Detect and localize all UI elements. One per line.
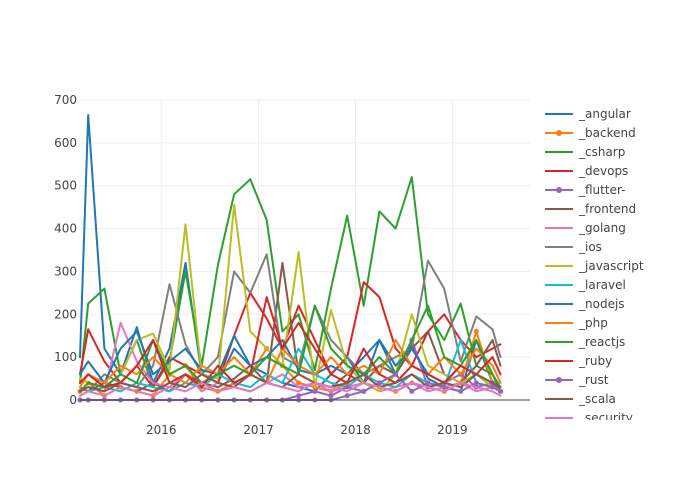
y-tick-label: 0 [69, 393, 77, 407]
series-point[interactable] [312, 388, 318, 394]
x-tick-label: 2016 [146, 423, 177, 437]
legend-items: _angular _backend _csharp _devops _flutter- _… [545, 107, 644, 425]
series-line-javascript[interactable] [79, 204, 502, 393]
y-tick-label: 200 [54, 307, 77, 321]
legend-item[interactable]: _laravel [545, 278, 626, 292]
legend-item[interactable]: _backend [545, 126, 636, 140]
series-point[interactable] [441, 384, 447, 390]
legend-label: _golang [578, 221, 626, 235]
series-point[interactable] [393, 371, 399, 377]
series-point[interactable] [490, 384, 495, 390]
series-point[interactable] [409, 388, 415, 394]
axes: 0 100 200 300 400 500 600 700 2016 2017 2018 2019 [54, 93, 530, 437]
series-point[interactable] [296, 393, 302, 399]
legend-item[interactable]: _php [545, 316, 608, 330]
legend-item[interactable]: _reactjs [545, 335, 625, 349]
series-point[interactable] [344, 393, 350, 399]
y-tick-label: 700 [54, 93, 77, 107]
legend-label: _rust [578, 373, 609, 387]
series-point[interactable] [473, 328, 479, 334]
series-line-php[interactable] [79, 339, 502, 389]
legend-label: _csharp [578, 145, 625, 159]
legend-item[interactable]: _ios [545, 240, 602, 254]
series-point[interactable] [473, 380, 479, 386]
series-point[interactable] [498, 388, 503, 394]
y-tick-label: 100 [54, 350, 77, 364]
legend-marker [556, 377, 562, 383]
y-tick-label: 400 [54, 222, 77, 236]
legend-label: _security [578, 411, 633, 425]
legend-label: _laravel [578, 278, 626, 292]
legend-label: _devops [578, 164, 628, 178]
legend-item[interactable]: _angular [545, 107, 631, 121]
legend-marker [556, 187, 562, 193]
legend-label: _ruby [578, 354, 612, 368]
legend-item[interactable]: _csharp [545, 145, 625, 159]
x-tick-label: 2017 [243, 423, 274, 437]
legend-label: _javascript [578, 259, 644, 273]
legend-label: _scala [578, 392, 616, 406]
legend-item[interactable]: _scala [545, 392, 616, 406]
series-line-reactjs[interactable] [79, 304, 502, 393]
y-tick-label: 600 [54, 136, 77, 150]
x-tick-label: 2019 [437, 423, 468, 437]
plot-area[interactable] [77, 114, 504, 403]
series-point[interactable] [344, 384, 350, 390]
legend-label: _php [578, 316, 608, 330]
legend[interactable]: _angular _backend _csharp _devops _flutter- _… [545, 107, 644, 425]
series-line-security[interactable] [79, 381, 502, 397]
legend-label: _nodejs [578, 297, 625, 311]
y-tick-label: 500 [54, 179, 77, 193]
series-point[interactable] [376, 380, 382, 386]
legend-label: _frontend [578, 202, 636, 216]
series-point[interactable] [328, 393, 334, 399]
legend-label: _flutter- [578, 183, 625, 197]
legend-marker [556, 130, 562, 136]
series-line-csharp[interactable] [79, 176, 502, 393]
legend-item[interactable]: _frontend [545, 202, 636, 216]
legend-item[interactable]: _golang [545, 221, 626, 235]
legend-item[interactable]: _flutter- [545, 183, 625, 197]
legend-label: _ios [578, 240, 602, 254]
legend-item[interactable]: _devops [545, 164, 628, 178]
series-line-scala[interactable] [79, 373, 502, 393]
series-point[interactable] [296, 380, 302, 386]
legend-item[interactable]: _nodejs [545, 297, 625, 311]
legend-item[interactable]: _rust [545, 373, 609, 387]
y-tick-label: 300 [54, 264, 77, 278]
series-point[interactable] [458, 388, 464, 394]
legend-item[interactable]: _ruby [545, 354, 612, 368]
series-line-ios[interactable] [79, 253, 502, 393]
series-line-ruby[interactable] [79, 296, 502, 389]
series-point[interactable] [361, 388, 367, 394]
grid [80, 99, 530, 400]
legend-label: _backend [578, 126, 636, 140]
x-tick-label: 2018 [340, 423, 371, 437]
legend-label: _reactjs [578, 335, 625, 349]
legend-label: _angular [578, 107, 631, 121]
legend-item[interactable]: _security [545, 411, 633, 425]
legend-item[interactable]: _javascript [545, 259, 644, 273]
series-point[interactable] [425, 380, 431, 386]
series-line-frontend[interactable] [79, 261, 502, 393]
